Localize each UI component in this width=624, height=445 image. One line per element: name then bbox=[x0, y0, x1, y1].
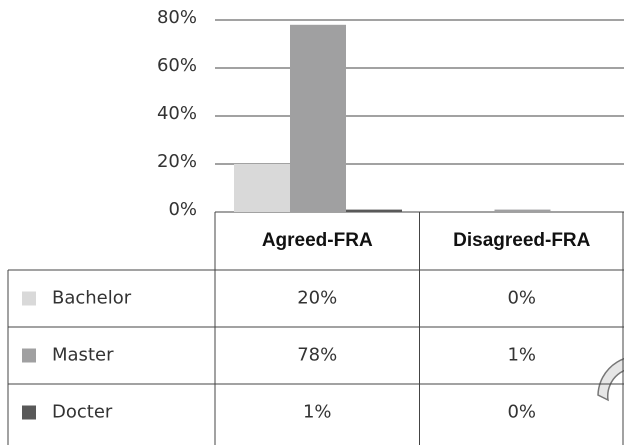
bar bbox=[346, 209, 402, 212]
table-value: 78% bbox=[297, 345, 337, 366]
column-header: Disagreed-FRA bbox=[453, 230, 591, 251]
legend-swatch bbox=[22, 291, 36, 306]
legend-swatch bbox=[22, 405, 36, 420]
y-tick-label: 20% bbox=[157, 151, 197, 172]
table-value: 0% bbox=[507, 288, 536, 309]
table-value: 1% bbox=[507, 345, 536, 366]
legend-swatch bbox=[22, 348, 36, 363]
table-value: 20% bbox=[297, 288, 337, 309]
decoration bbox=[597, 358, 624, 402]
legend-label: Master bbox=[52, 345, 114, 366]
bar bbox=[494, 209, 551, 212]
table-value: 1% bbox=[303, 402, 332, 423]
legend-label: Bachelor bbox=[52, 288, 132, 309]
y-tick-label: 80% bbox=[157, 7, 197, 28]
legend-label: Docter bbox=[52, 402, 113, 423]
bar bbox=[234, 164, 290, 212]
column-header: Agreed-FRA bbox=[262, 230, 373, 251]
bar bbox=[290, 24, 346, 212]
y-tick-label: 0% bbox=[168, 199, 197, 220]
y-tick-label: 60% bbox=[157, 55, 197, 76]
y-tick-label: 40% bbox=[157, 103, 197, 124]
table-value: 0% bbox=[507, 402, 536, 423]
